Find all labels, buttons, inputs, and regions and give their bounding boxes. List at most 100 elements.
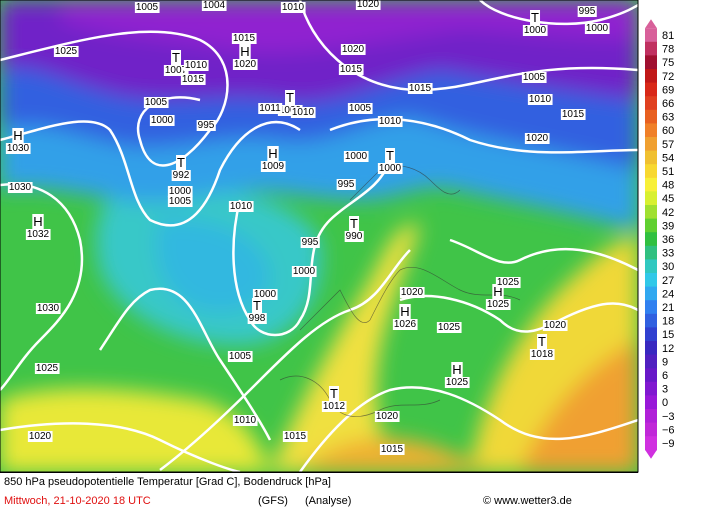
colorbar-label: 54 (662, 152, 674, 164)
isobar-label-box (291, 266, 317, 277)
center-symbol: H (33, 214, 42, 229)
center-pressure: 1000 (379, 163, 402, 174)
isobar-label-box (149, 115, 175, 126)
colorbar-cell (645, 164, 657, 179)
center-symbol: T (531, 10, 539, 25)
isobar-label-box (228, 201, 254, 212)
isobar-label: 1015 (284, 431, 307, 442)
colorbar-label: 27 (662, 275, 674, 287)
center-pressure-box (25, 229, 51, 240)
isobar-label-box (134, 2, 160, 13)
center-symbol: T (538, 334, 546, 349)
isobar-label: 1000 (151, 115, 174, 126)
colorbar-cell (645, 436, 657, 451)
colorbar-arrow-bottom (645, 449, 657, 459)
isobar-label: 1015 (233, 33, 256, 44)
colorbar-label: 18 (662, 316, 674, 328)
center-symbol-box (349, 216, 360, 231)
isobar-label: 1005 (169, 196, 192, 207)
colorbar-cell (645, 232, 657, 247)
isobar-label-box (407, 83, 433, 94)
center-pressure-box (163, 65, 189, 76)
center-symbol: H (400, 304, 409, 319)
temperature-field: H1030T1007H1020T1009H1009T992H1032T1000T… (0, 0, 638, 472)
colorbar-label: 72 (662, 71, 674, 83)
center-pressure-box (344, 231, 364, 242)
center-symbol-box (285, 90, 296, 105)
colorbar-cell (645, 82, 657, 97)
colorbar-label: 69 (662, 84, 674, 96)
center-symbol: H (13, 128, 22, 143)
isobar-label: 1015 (381, 444, 404, 455)
isobar-label-box (7, 182, 33, 193)
colorbar-label: 81 (662, 30, 674, 42)
isobar-label: 1020 (342, 44, 365, 55)
colorbar-cell (645, 191, 657, 206)
center-pressure-box (171, 170, 191, 181)
isobar-label-box (336, 179, 356, 190)
footer-title: 850 hPa pseudopotentielle Temperatur [Gr… (4, 476, 331, 488)
center-symbol-box (399, 304, 411, 319)
isobar-label-box (560, 109, 586, 120)
center-symbol: H (452, 362, 461, 377)
isobar-label-box (290, 107, 316, 118)
center-symbol: T (386, 148, 394, 163)
isobar-label-box (167, 186, 193, 197)
center-symbol-box (385, 148, 396, 163)
isobar-label: 1000 (254, 289, 277, 300)
center-symbol: H (493, 284, 502, 299)
colorbar-cell (645, 245, 657, 260)
isobars (0, 0, 638, 472)
colorbar-label: 9 (662, 356, 668, 368)
center-pressure-box (529, 349, 555, 360)
colorbar-label: 66 (662, 98, 674, 110)
colorbar-cell (645, 286, 657, 301)
center-pressure: 1012 (323, 401, 346, 412)
center-pressure: 1009 (262, 161, 285, 172)
isobar-label: 1010 (230, 201, 253, 212)
colorbar-cell (645, 300, 657, 315)
center-symbol-box (171, 50, 182, 65)
isobar-label-box (338, 64, 364, 75)
isobar-label-box (347, 103, 373, 114)
center-symbol: T (286, 90, 294, 105)
colorbar-cell (645, 137, 657, 152)
footer-credit: © www.wetter3.de (483, 495, 572, 507)
isobar-label: 1005 (145, 97, 168, 108)
isobar-label-box (577, 6, 597, 17)
colorbar-label: 63 (662, 112, 674, 124)
colorbar-cell (645, 96, 657, 111)
isobar-label-box (343, 151, 369, 162)
center-pressure: 990 (346, 231, 363, 242)
colorbar-label: 33 (662, 248, 674, 260)
colorbar-cell (645, 55, 657, 70)
colorbar-cell (645, 341, 657, 356)
center-pressure: 1018 (531, 349, 554, 360)
isobar-label-box (34, 363, 60, 374)
isobar-label-box (35, 303, 61, 314)
colorbar-cell (645, 109, 657, 124)
isobar-label-box (584, 23, 610, 34)
colorbar-arrow-top (645, 19, 657, 29)
center-pressure-box (5, 143, 31, 154)
center-pressure: 1025 (446, 377, 469, 388)
isobar-label: 1010 (282, 2, 305, 13)
isobar-label: 1005 (229, 351, 252, 362)
isobar-label-box (143, 97, 169, 108)
isobar-label: 995 (579, 6, 596, 17)
isobar-label: 1010 (529, 94, 552, 105)
colorbar-cell (645, 259, 657, 274)
center-pressure: 1009 (279, 105, 302, 116)
isobar-label-box (282, 431, 308, 442)
center-symbol-box (32, 214, 44, 229)
center-pressure-box (485, 299, 511, 310)
center-symbol: T (177, 155, 185, 170)
colorbar-cell (645, 381, 657, 396)
colorbar-cell (645, 69, 657, 84)
isobar-label: 1010 (234, 415, 257, 426)
center-pressure-box (392, 319, 418, 330)
center-pressure: 1000 (524, 25, 547, 36)
colorbar-cell (645, 395, 657, 410)
isobar-label: 1000 (586, 23, 609, 34)
isobar-label: 1020 (376, 411, 399, 422)
